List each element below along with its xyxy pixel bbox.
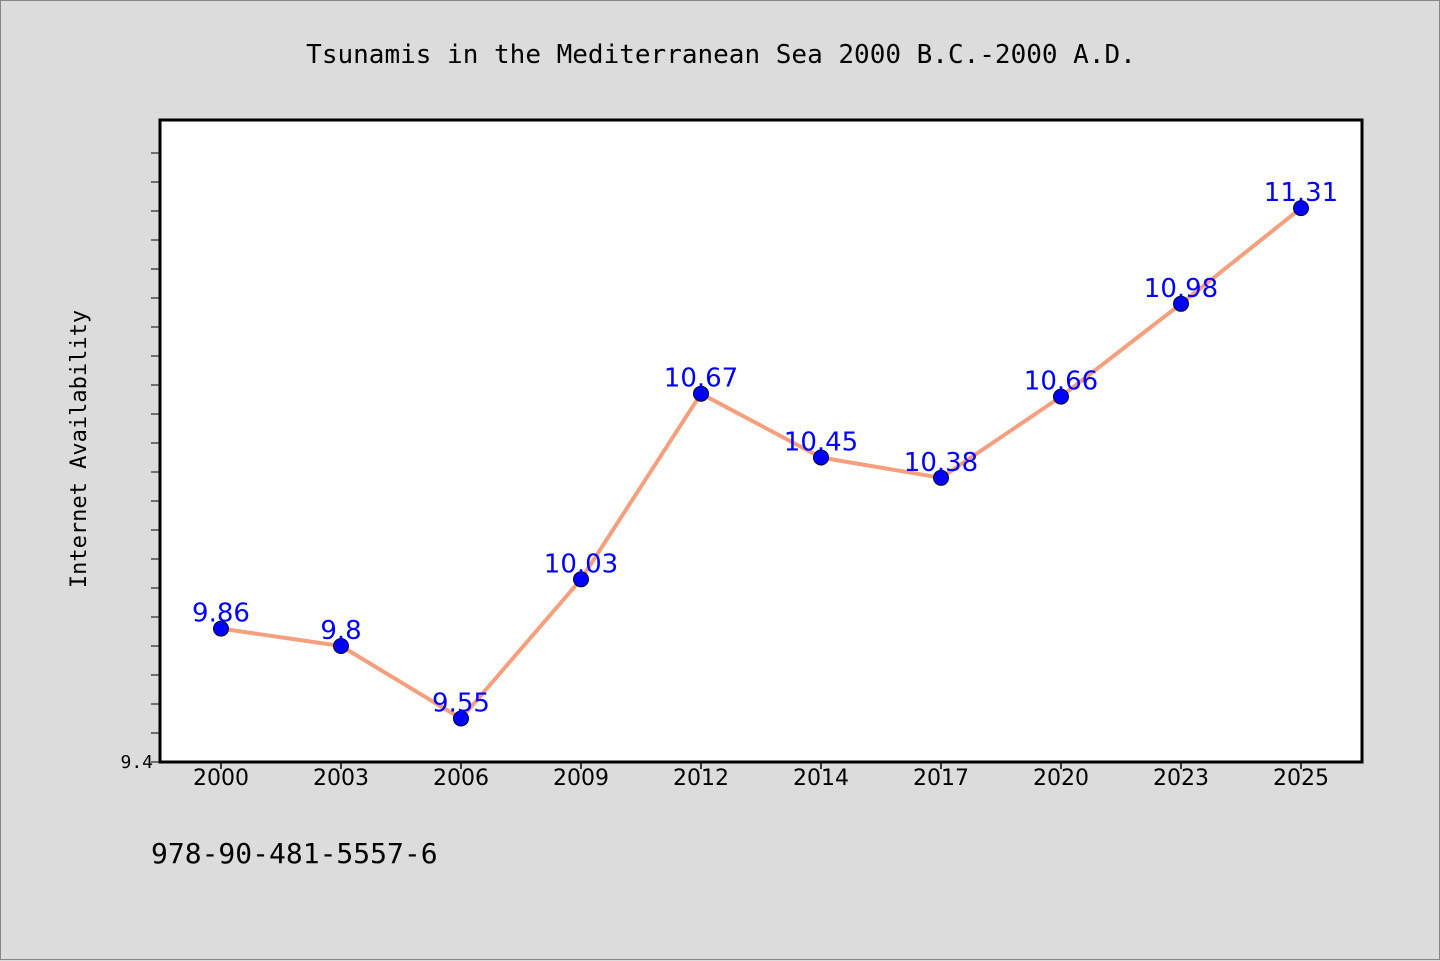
data-label: 10.98 bbox=[1144, 274, 1218, 304]
data-label: 11.31 bbox=[1264, 178, 1338, 208]
x-tick-label: 2020 bbox=[1033, 766, 1089, 791]
x-tick-label: 2025 bbox=[1273, 766, 1329, 791]
data-point bbox=[333, 638, 349, 654]
series-layer: 9.86 9.8 9.55 10.03 10.67 10.45 10.38 10.66 10.9… bbox=[192, 178, 1338, 727]
x-tick-label: 2017 bbox=[913, 766, 969, 791]
data-point bbox=[213, 620, 229, 637]
chart-title: Tsunamis in the Mediterranean Sea 2000 B… bbox=[306, 40, 1136, 70]
x-tick-label: 2014 bbox=[793, 766, 849, 791]
x-tick-label: 2003 bbox=[313, 766, 369, 791]
x-tick-label: 2023 bbox=[1153, 766, 1209, 791]
data-point bbox=[693, 385, 709, 402]
data-point bbox=[933, 469, 949, 486]
data-point bbox=[573, 571, 589, 588]
data-label: 10.03 bbox=[544, 549, 618, 579]
data-point bbox=[1053, 388, 1069, 405]
data-label: 10.66 bbox=[1024, 367, 1098, 397]
data-label: 10.45 bbox=[784, 428, 858, 458]
data-point bbox=[453, 710, 469, 727]
y-axis-min-label: 9.4 bbox=[120, 752, 153, 773]
isbn-footer: 978-90-481-5557-6 bbox=[151, 837, 438, 870]
x-tick-label: 2012 bbox=[673, 766, 729, 791]
data-point bbox=[813, 449, 829, 466]
data-label: 9.55 bbox=[432, 689, 490, 719]
y-axis-label: Internet Availability bbox=[67, 310, 92, 588]
data-label: 10.38 bbox=[904, 448, 978, 478]
series-line bbox=[220, 206, 1303, 721]
x-tick-label: 2006 bbox=[433, 766, 489, 791]
y-axis-ticks bbox=[151, 152, 160, 763]
x-axis-ticks: 2000 2003 2006 2009 2012 2014 2017 2020 2023 2025 bbox=[193, 762, 1329, 791]
x-tick-label: 2009 bbox=[553, 766, 609, 791]
x-tick-label: 2000 bbox=[193, 766, 249, 791]
data-point bbox=[1293, 200, 1309, 217]
data-label: 9.86 bbox=[192, 599, 250, 629]
data-label: 10.67 bbox=[664, 364, 738, 394]
data-point bbox=[1173, 295, 1189, 312]
data-label: 9.8 bbox=[320, 616, 361, 646]
plot-area bbox=[158, 118, 1364, 764]
